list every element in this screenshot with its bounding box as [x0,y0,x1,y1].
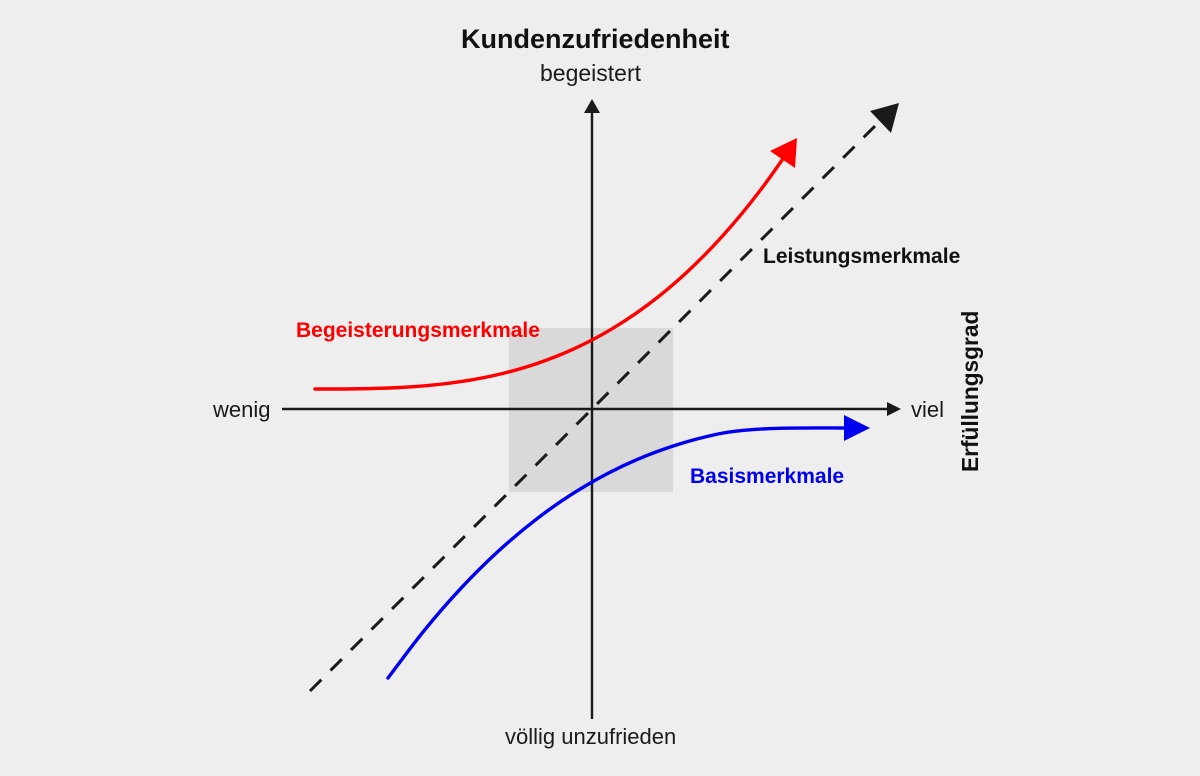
svg-text:Erfüllungsgrad: Erfüllungsgrad [957,311,983,472]
